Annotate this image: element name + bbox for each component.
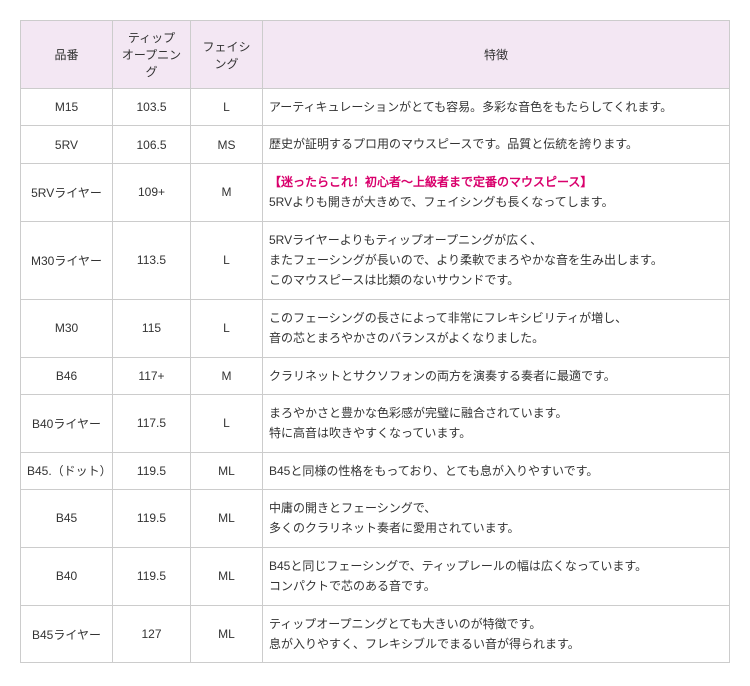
cell-facing: MS (191, 126, 263, 163)
cell-model: B46 (21, 357, 113, 394)
cell-facing: M (191, 163, 263, 221)
feature-line: アーティキュレーションがとても容易。多彩な音色をもたらしてくれます。 (269, 100, 672, 114)
cell-model: B45ライヤー (21, 605, 113, 663)
table-row: 5RV106.5MS 歴史が証明するプロ用のマウスピースです。品質と伝統を誇ります… (21, 126, 730, 163)
cell-model: M30 (21, 299, 113, 357)
cell-model: M15 (21, 89, 113, 126)
cell-facing: M (191, 357, 263, 394)
feature-line: ティップオープニングとても大きいのが特徴です。 (269, 617, 541, 631)
cell-feature: B45と同様の性格をもっており、とても息が入りやすいです。 (263, 452, 730, 489)
cell-feature: B45と同じフェーシングで、ティップレールの幅は広くなっています。コンパクトで芯… (263, 547, 730, 605)
cell-model: B40ライヤー (21, 394, 113, 452)
cell-tip-opening: 113.5 (113, 221, 191, 299)
feature-line: 多くのクラリネット奏者に愛用されています。 (269, 521, 519, 535)
cell-feature: 【迷ったらこれ！初心者〜上級者まで定番のマウスピース】 5RVよりも開きが大きめで… (263, 163, 730, 221)
feature-line: B45と同じフェーシングで、ティップレールの幅は広くなっています。 (269, 559, 647, 573)
feature-line: 歴史が証明するプロ用のマウスピースです。品質と伝統を誇ります。 (269, 137, 638, 151)
table-row: M30ライヤー113.5L5RVライヤーよりもティップオープニングが広く、またフ… (21, 221, 730, 299)
cell-feature: クラリネットとサクソフォンの両方を演奏する奏者に最適です。 (263, 357, 730, 394)
cell-model: B45.（ドット） (21, 452, 113, 489)
cell-tip-opening: 119.5 (113, 490, 191, 548)
feature-line: まろやかさと豊かな色彩感が完璧に融合されています。 (269, 406, 567, 420)
feature-line: 中庸の開きとフェーシングで、 (269, 501, 436, 515)
cell-tip-opening: 127 (113, 605, 191, 663)
cell-tip-opening: 115 (113, 299, 191, 357)
cell-facing: L (191, 299, 263, 357)
table-row: B40119.5MLB45と同じフェーシングで、ティップレールの幅は広くなってい… (21, 547, 730, 605)
cell-tip-opening: 119.5 (113, 547, 191, 605)
col-header-facing: フェイシング (191, 21, 263, 89)
cell-model: 5RV (21, 126, 113, 163)
feature-line: 特に高音は吹きやすくなっています。 (269, 426, 471, 440)
col-header-tip: ティップオープニング (113, 21, 191, 89)
cell-feature: アーティキュレーションがとても容易。多彩な音色をもたらしてくれます。 (263, 89, 730, 126)
cell-feature: ティップオープニングとても大きいのが特徴です。息が入りやすく、フレキシブルでまる… (263, 605, 730, 663)
table-row: B45ライヤー127MLティップオープニングとても大きいのが特徴です。息が入りや… (21, 605, 730, 663)
col-header-model: 品番 (21, 21, 113, 89)
feature-line: このフェーシングの長さによって非常にフレキシビリティが増し、 (269, 311, 627, 325)
table-row: B46117+M クラリネットとサクソフォンの両方を演奏する奏者に最適です。 (21, 357, 730, 394)
feature-highlight: 【迷ったらこれ！初心者〜上級者まで定番のマウスピース】 (269, 175, 592, 189)
col-header-feature: 特徴 (263, 21, 730, 89)
cell-feature: このフェーシングの長さによって非常にフレキシビリティが増し、音の芯とまろやかさの… (263, 299, 730, 357)
cell-feature: まろやかさと豊かな色彩感が完璧に融合されています。特に高音は吹きやすくなっていま… (263, 394, 730, 452)
feature-line: 息が入りやすく、フレキシブルでまるい音が得られます。 (269, 637, 580, 651)
table-header-row: 品番 ティップオープニング フェイシング 特徴 (21, 21, 730, 89)
feature-line: このマウスピースは比類のないサウンドです。 (269, 273, 519, 287)
cell-facing: L (191, 221, 263, 299)
cell-facing: ML (191, 547, 263, 605)
table-row: B45.（ドット）119.5ML B45と同様の性格をもっており、とても息が入りや… (21, 452, 730, 489)
cell-feature: 中庸の開きとフェーシングで、多くのクラリネット奏者に愛用されています。 (263, 490, 730, 548)
cell-tip-opening: 109+ (113, 163, 191, 221)
cell-facing: ML (191, 452, 263, 489)
cell-facing: L (191, 89, 263, 126)
feature-line: 音の芯とまろやかさのバランスがよくなりました。 (269, 331, 544, 345)
table-row: M15103.5L アーティキュレーションがとても容易。多彩な音色をもたらしてくれ… (21, 89, 730, 126)
cell-tip-opening: 117+ (113, 357, 191, 394)
cell-model: B45 (21, 490, 113, 548)
cell-feature: 5RVライヤーよりもティップオープニングが広く、またフェーシングが長いので、より… (263, 221, 730, 299)
table-row: 5RVライヤー109+M 【迷ったらこれ！初心者〜上級者まで定番のマウスピース】 5… (21, 163, 730, 221)
feature-line: 5RVよりも開きが大きめで、フェイシングも長くなってします。 (269, 195, 614, 209)
feature-line: 5RVライヤーよりもティップオープニングが広く、 (269, 233, 542, 247)
feature-line: コンパクトで芯のある音です。 (269, 579, 436, 593)
cell-model: 5RVライヤー (21, 163, 113, 221)
cell-tip-opening: 106.5 (113, 126, 191, 163)
cell-model: M30ライヤー (21, 221, 113, 299)
table-row: B40ライヤー117.5Lまろやかさと豊かな色彩感が完璧に融合されています。特に… (21, 394, 730, 452)
cell-facing: ML (191, 490, 263, 548)
feature-line: B45と同様の性格をもっており、とても息が入りやすいです。 (269, 464, 598, 478)
cell-tip-opening: 103.5 (113, 89, 191, 126)
cell-tip-opening: 117.5 (113, 394, 191, 452)
table-row: M30115Lこのフェーシングの長さによって非常にフレキシビリティが増し、音の芯… (21, 299, 730, 357)
cell-tip-opening: 119.5 (113, 452, 191, 489)
mouthpiece-spec-table: 品番 ティップオープニング フェイシング 特徴 M15103.5Lアーティキュレ… (20, 20, 730, 663)
table-row: B45119.5ML中庸の開きとフェーシングで、多くのクラリネット奏者に愛用され… (21, 490, 730, 548)
cell-facing: ML (191, 605, 263, 663)
feature-line: クラリネットとサクソフォンの両方を演奏する奏者に最適です。 (269, 369, 616, 383)
feature-line: またフェーシングが長いので、より柔軟でまろやかな音を生み出します。 (269, 253, 663, 267)
cell-model: B40 (21, 547, 113, 605)
cell-facing: L (191, 394, 263, 452)
cell-feature: 歴史が証明するプロ用のマウスピースです。品質と伝統を誇ります。 (263, 126, 730, 163)
